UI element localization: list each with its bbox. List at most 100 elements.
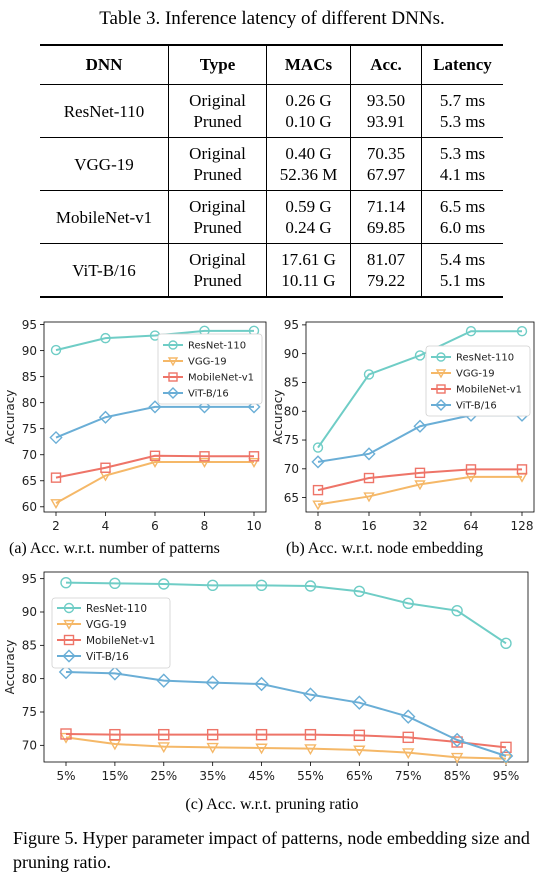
data-point-resnet-110	[206, 579, 219, 592]
y-tick-label: 70	[22, 739, 37, 753]
legend-marker-resnet-110	[63, 602, 75, 614]
x-tick-label: 15%	[102, 769, 129, 783]
type-pruned: Pruned	[193, 165, 242, 184]
data-point-mobilenet-v1	[414, 467, 426, 479]
series-line-vgg-19	[55, 461, 254, 505]
x-tick-label: 64	[463, 519, 478, 533]
data-point-resnet-110	[255, 579, 268, 592]
legend-label-vgg-19: VGG-19	[188, 357, 227, 368]
y-tick-label: 65	[22, 474, 37, 488]
acc-cell: 81.07 79.22	[350, 243, 422, 298]
data-point-resnet-110	[402, 597, 414, 610]
caption-b: (b) Acc. w.r.t. node embedding	[286, 540, 484, 557]
header-acc: Acc.	[350, 44, 422, 85]
acc-pruned: 67.97	[366, 165, 406, 184]
data-point-mobilenet-v1	[255, 728, 268, 741]
data-point-resnet-110	[516, 326, 528, 337]
chart-patterns: 60 65 70 75 80 85 90 95 2 4 6 8 10 Accuracy ResNet-110…	[3, 318, 267, 533]
data-point-mobilenet-v1	[149, 450, 161, 461]
data-point-resnet-110	[414, 350, 426, 361]
latency-cell: 5.4 ms 5.1 ms	[421, 243, 503, 298]
type-cell: Original Pruned	[168, 84, 267, 138]
data-point-vit-b-16	[352, 695, 367, 710]
legend-box	[51, 597, 171, 669]
latency-original: 5.4 ms	[439, 250, 486, 269]
macs-pruned: 0.10 G	[285, 112, 332, 131]
data-point-vgg-19	[248, 457, 260, 468]
type-cell: Original Pruned	[168, 243, 267, 298]
acc-original: 81.07	[366, 250, 406, 269]
type-original: Original	[189, 250, 246, 269]
macs-pruned: 10.11 G	[281, 271, 336, 290]
acc-cell: 71.14 69.85	[350, 190, 422, 244]
data-point-vit-b-16	[49, 430, 63, 445]
x-tick-label: 5%	[56, 769, 75, 783]
data-point-mobilenet-v1	[500, 741, 512, 754]
chart-pruning-ratio: 70 75 80 85 90 95 5% 15% 25% 35% 45% 55% 65% 75% 85% 95…	[3, 571, 529, 783]
latency-table: DNN Type MACs Acc. Latency ResNet-110 Or…	[40, 44, 503, 298]
legend-label-resnet-110: ResNet-110	[456, 353, 514, 364]
legend-label-vit-b-16: ViT-B/16	[456, 401, 497, 412]
data-point-vit-b-16	[107, 666, 123, 681]
type-original: Original	[189, 91, 246, 110]
type-pruned: Pruned	[193, 112, 242, 131]
data-point-mobilenet-v1	[353, 729, 366, 742]
data-point-mobilenet-v1	[312, 484, 324, 496]
y-tick-label: 95	[22, 572, 37, 586]
legend-label-vgg-19: VGG-19	[456, 369, 495, 380]
data-point-vit-b-16	[197, 400, 212, 414]
data-point-resnet-110	[158, 578, 170, 590]
data-point-vgg-19	[304, 744, 317, 756]
macs-cell: 0.26 G 0.10 G	[266, 84, 351, 138]
data-point-mobilenet-v1	[465, 464, 477, 475]
macs-original: 17.61 G	[281, 250, 336, 269]
data-point-vgg-19	[312, 500, 324, 511]
legend-label-resnet-110: ResNet-110	[86, 603, 147, 615]
latency-original: 6.5 ms	[439, 197, 486, 216]
data-point-vgg-19	[157, 742, 170, 754]
series-line-mobilenet-v1	[55, 454, 254, 479]
x-tick-label: 85%	[444, 769, 471, 783]
type-original: Original	[189, 144, 246, 163]
macs-cell: 0.40 G 52.36 M	[266, 137, 351, 191]
data-point-mobilenet-v1	[199, 451, 210, 462]
data-point-resnet-110	[50, 344, 62, 356]
data-point-resnet-110	[500, 637, 512, 650]
series-line-resnet-110	[317, 330, 522, 449]
y-tick-label: 75	[22, 422, 37, 436]
series-line-vgg-19	[65, 736, 507, 760]
data-point-vit-b-16	[400, 709, 416, 724]
acc-original: 70.35	[366, 144, 406, 163]
series-line-vgg-19	[317, 475, 522, 506]
series-line-vit-b-16	[55, 405, 254, 439]
macs-pruned: 0.24 G	[285, 218, 332, 237]
data-point-vgg-19	[50, 499, 62, 510]
type-cell: Original Pruned	[168, 190, 267, 244]
series-line-vit-b-16	[65, 671, 507, 757]
acc-pruned: 79.22	[366, 271, 406, 290]
x-tick-label: 75%	[395, 769, 422, 783]
data-point-resnet-110	[100, 332, 111, 344]
x-tick-label: 16	[361, 519, 376, 533]
macs-cell: 0.59 G 0.24 G	[266, 190, 351, 244]
dnn-name: ViT-B/16	[40, 243, 169, 298]
data-point-vit-b-16	[413, 419, 427, 433]
legend-marker-mobilenet-v1	[63, 634, 75, 646]
y-tick-label: 80	[22, 396, 37, 410]
data-point-vgg-19	[414, 480, 426, 491]
table-row: ViT-B/16 Original Pruned 17.61 G 10.11 G 8…	[40, 243, 503, 298]
x-tick-label: 45%	[248, 769, 275, 783]
latency-original: 5.3 ms	[439, 144, 486, 163]
type-pruned: Pruned	[193, 271, 242, 290]
acc-pruned: 93.91	[366, 112, 406, 131]
data-point-mobilenet-v1	[50, 472, 62, 483]
acc-pruned: 69.85	[366, 218, 406, 237]
y-tick-label: 95	[22, 318, 37, 332]
legend-marker-resnet-110	[436, 352, 446, 362]
x-tick-label: 6	[151, 519, 159, 533]
data-point-vgg-19	[206, 742, 219, 754]
x-tick-label: 2	[52, 519, 60, 533]
table-row: MobileNet-v1 Original Pruned 0.59 G 0.24 G…	[40, 190, 503, 244]
y-tick-label: 85	[284, 376, 299, 390]
x-tick-label: 128	[511, 519, 534, 533]
